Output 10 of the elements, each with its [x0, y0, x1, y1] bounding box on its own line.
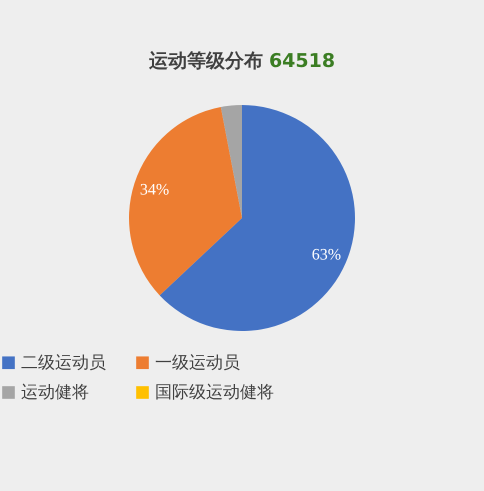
pie-slice [129, 107, 242, 296]
chart-title: 运动等级分布 [148, 50, 263, 72]
data-label: 63% [312, 246, 342, 264]
legend-label: 一级运动员 [155, 352, 240, 373]
pie-slice [220, 105, 242, 218]
data-label: 34% [140, 182, 170, 199]
legend-label: 运动健将 [21, 382, 89, 402]
chart-subtitle: 64518 [268, 50, 336, 72]
legend-label: 国际级运动健将 [155, 382, 274, 402]
legend-label: 二级运动员 [21, 352, 106, 373]
